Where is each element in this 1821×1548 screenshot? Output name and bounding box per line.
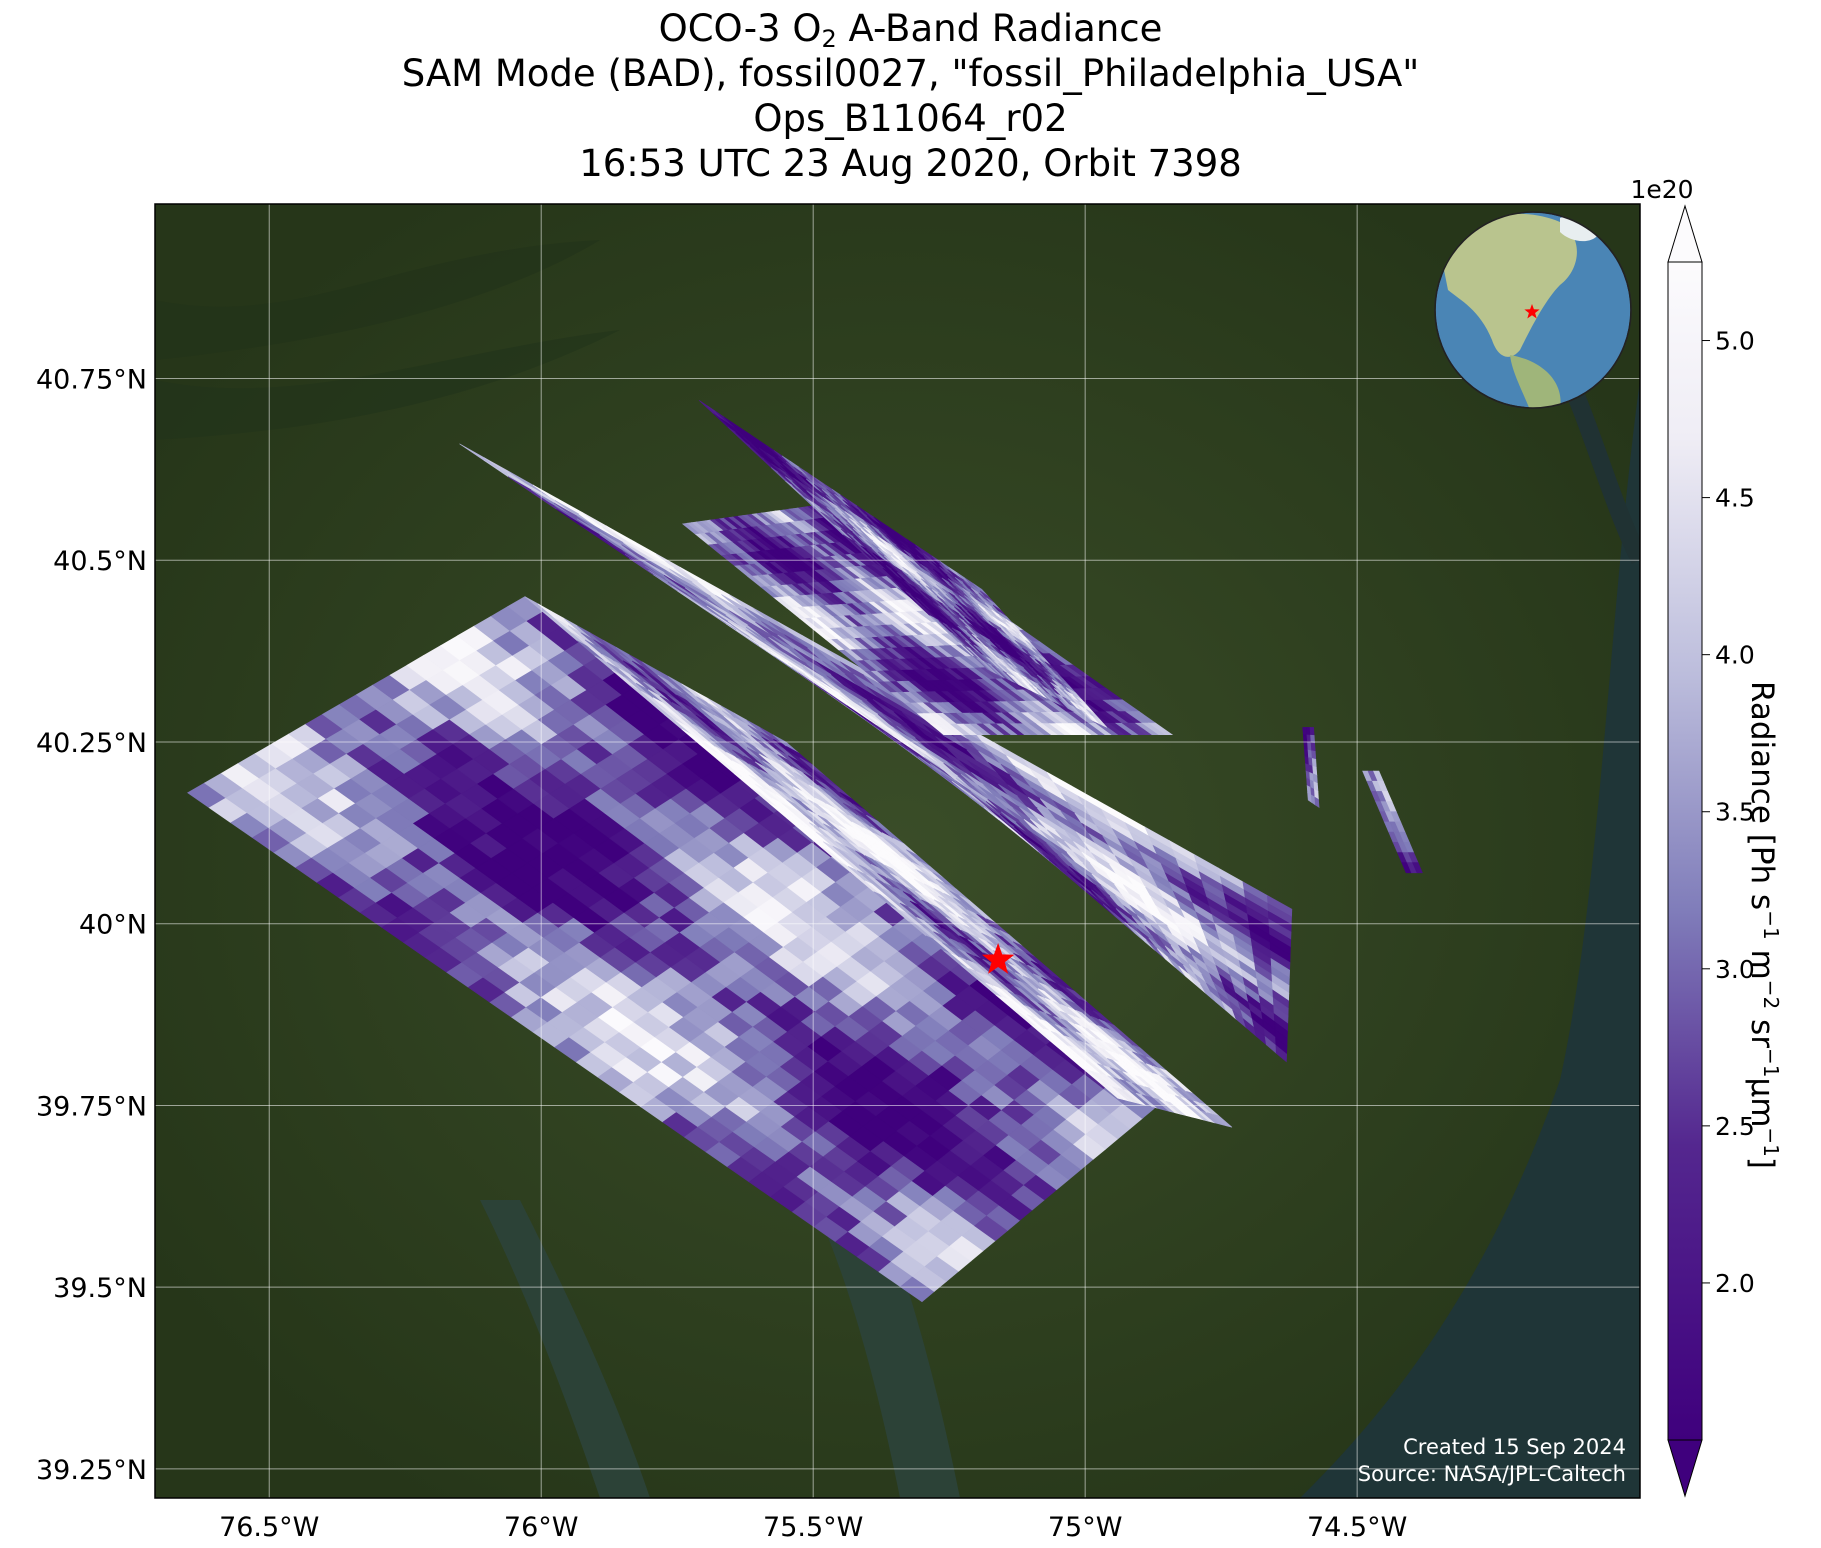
- globe-south-america: [1510, 355, 1561, 408]
- swath-cell: [1309, 727, 1315, 736]
- colorbar-tick-label: 2.5: [1715, 1112, 1755, 1141]
- swath-4: [698, 400, 1108, 728]
- inset-globe: [1434, 211, 1632, 409]
- colorbar-low-extend: [1667, 1439, 1703, 1498]
- source-credit: Source: NASA/JPL-Caltech: [1358, 1462, 1626, 1486]
- figure-title: OCO-3 O2 A-Band Radiance SAM Mode (BAD),…: [0, 6, 1821, 186]
- lon-tick-label: 76°W: [504, 1512, 579, 1543]
- colorbar-tick-label: 3.5: [1715, 798, 1755, 827]
- latitude-tick-labels: 40.75°N 40.5°N 40.25°N 40°N 39.75°N 39.5°N 39.…: [36, 364, 147, 1485]
- lat-tick-label: 40°N: [79, 910, 147, 941]
- longitude-tick-labels: 76.5°W 76°W 75.5°W 75°W 74.5°W: [219, 1512, 1407, 1543]
- swath-5: [1302, 727, 1320, 808]
- lat-tick-label: 40.5°N: [53, 546, 147, 577]
- map-area: Created 15 Sep 2024 Source: NASA/JPL-Cal…: [155, 204, 1640, 1498]
- radiance-swaths: [187, 400, 1423, 1303]
- colorbar-label: Radiance [Ph s−1 m−2 sr−1μm−1]: [1744, 681, 1783, 1169]
- lon-tick-label: 74.5°W: [1307, 1512, 1407, 1543]
- swath-cell: [1275, 1044, 1288, 1063]
- globe-target-star-icon: [1524, 304, 1540, 319]
- swath-cell: [1148, 722, 1174, 736]
- lon-tick-label: 75.5°W: [763, 1512, 863, 1543]
- colorbar-tick-label: 5.0: [1715, 327, 1755, 356]
- lat-tick-label: 39.25°N: [36, 1455, 147, 1486]
- lon-tick-label: 76.5°W: [219, 1512, 319, 1543]
- colorbar-tick-label: 2.0: [1715, 1269, 1755, 1298]
- swath-cell: [1310, 742, 1316, 752]
- lon-tick-label: 75°W: [1048, 1512, 1123, 1543]
- title-line-1: OCO-3 O2 A-Band Radiance: [658, 7, 1163, 53]
- swath-cell: [1212, 1114, 1233, 1128]
- target-star-icon: [982, 943, 1015, 974]
- ridge-band: [155, 330, 620, 440]
- colorbar-high-extend: [1667, 204, 1703, 263]
- colorbar-tick-label: 4.5: [1715, 484, 1755, 513]
- title-line-3: Ops_B11064_r02: [753, 97, 1068, 140]
- credit-text-block: Created 15 Sep 2024 Source: NASA/JPL-Cal…: [1358, 1435, 1626, 1486]
- colorbar-ticks: 2.0 2.5 3.0 3.5 4.0 4.5 5.0: [1702, 327, 1755, 1298]
- title-line-2: SAM Mode (BAD), fossil0027, "fossil_Phil…: [401, 52, 1420, 95]
- swath-cell: [1412, 862, 1423, 874]
- swath-cell: [1314, 796, 1320, 808]
- swath-2: [459, 443, 1293, 1063]
- swath-cell: [1096, 718, 1108, 728]
- colorbar: 2.0 2.5 3.0 3.5 4.0 4.5 5.0 1e20: [1630, 175, 1755, 1498]
- swath-cell: [1311, 750, 1317, 760]
- lat-tick-label: 40.25°N: [36, 728, 147, 759]
- lat-tick-label: 40.75°N: [36, 364, 147, 395]
- gridlines: [155, 204, 1640, 1498]
- swath-6: [1362, 770, 1423, 874]
- map-frame: [154, 203, 1641, 1499]
- ocean-atlantic: [1300, 380, 1640, 1498]
- colorbar-tick-label: 4.0: [1715, 641, 1755, 670]
- colorbar-tick-label: 3.0: [1715, 955, 1755, 984]
- swath-1: [524, 596, 1233, 1128]
- globe-north-america: [1440, 213, 1577, 357]
- ridge-band: [155, 240, 600, 360]
- lat-tick-label: 39.5°N: [53, 1273, 147, 1304]
- chesapeake-bay: [480, 1200, 650, 1498]
- title-line-4: 16:53 UTC 23 Aug 2020, Orbit 7398: [579, 142, 1242, 185]
- lat-tick-label: 39.75°N: [36, 1091, 147, 1122]
- target-star-marker: [982, 943, 1015, 974]
- colorbar-multiplier: 1e20: [1630, 175, 1693, 204]
- created-date: Created 15 Sep 2024: [1403, 1435, 1626, 1459]
- colorbar-gradient: [1667, 261, 1703, 1441]
